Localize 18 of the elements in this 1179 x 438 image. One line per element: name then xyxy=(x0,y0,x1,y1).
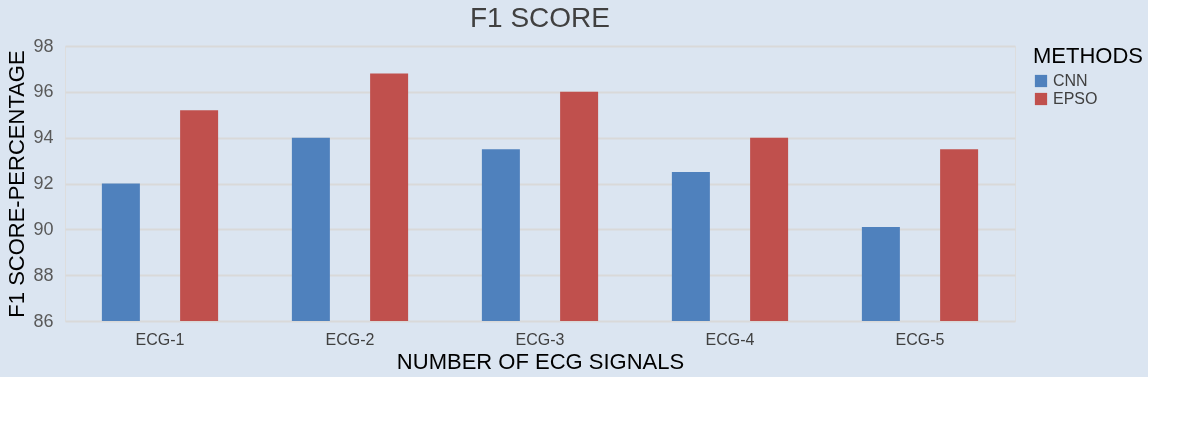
x-tick-label: ECG-3 xyxy=(515,330,565,348)
x-tick-label: ECG-1 xyxy=(135,330,185,348)
y-tick-label: 96 xyxy=(33,81,54,102)
x-tick-label: ECG-2 xyxy=(325,330,375,348)
y-tick-label: 88 xyxy=(33,264,54,285)
x-axis-title: NUMBER OF ECG SIGNALS xyxy=(396,348,685,374)
y-tick-label: 94 xyxy=(33,127,54,148)
y-tick-label: 98 xyxy=(33,35,54,56)
legend-label: EPSO xyxy=(1053,90,1098,107)
chart-title: F1 SCORE xyxy=(469,2,611,33)
legend-title: METHODS xyxy=(1033,43,1143,68)
y-axis-title: F1 SCORE-PERCENTAGE xyxy=(4,50,30,318)
y-tick-label: 90 xyxy=(33,218,54,239)
x-tick-label: ECG-4 xyxy=(705,330,755,348)
y-tick-label: 92 xyxy=(33,173,54,193)
x-tick-label: ECG-5 xyxy=(895,330,945,348)
legend-label: CNN xyxy=(1053,72,1088,89)
y-tick-label: 86 xyxy=(33,310,54,331)
